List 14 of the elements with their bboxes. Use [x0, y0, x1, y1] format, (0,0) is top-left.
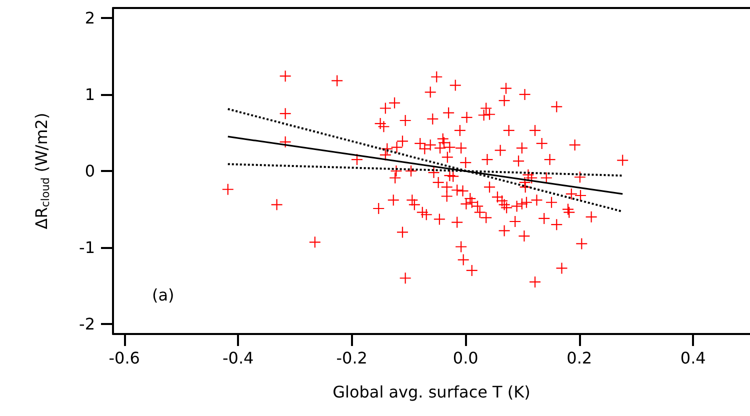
y-tick-label: 0 — [84, 162, 95, 180]
x-tick-label: 0.4 — [680, 348, 706, 368]
y-axis-title: ΔRcloud (W/m2) — [32, 112, 52, 230]
x-tick-label: -0.6 — [108, 348, 140, 368]
y-tick-label: 1 — [84, 84, 95, 104]
x-tick-label: -0.2 — [336, 348, 368, 368]
y-tick-label: -1 — [79, 238, 95, 258]
x-tick-label: -0.4 — [222, 348, 254, 368]
annotation: (a) — [152, 286, 174, 304]
y-tick-label: 2 — [84, 8, 95, 28]
x-tick-label: 0.2 — [566, 348, 592, 368]
x-tick-label: 0.0 — [452, 348, 478, 368]
x-axis-title: Global avg. surface T (K) — [332, 382, 530, 402]
y-tick-label: -2 — [79, 314, 95, 334]
